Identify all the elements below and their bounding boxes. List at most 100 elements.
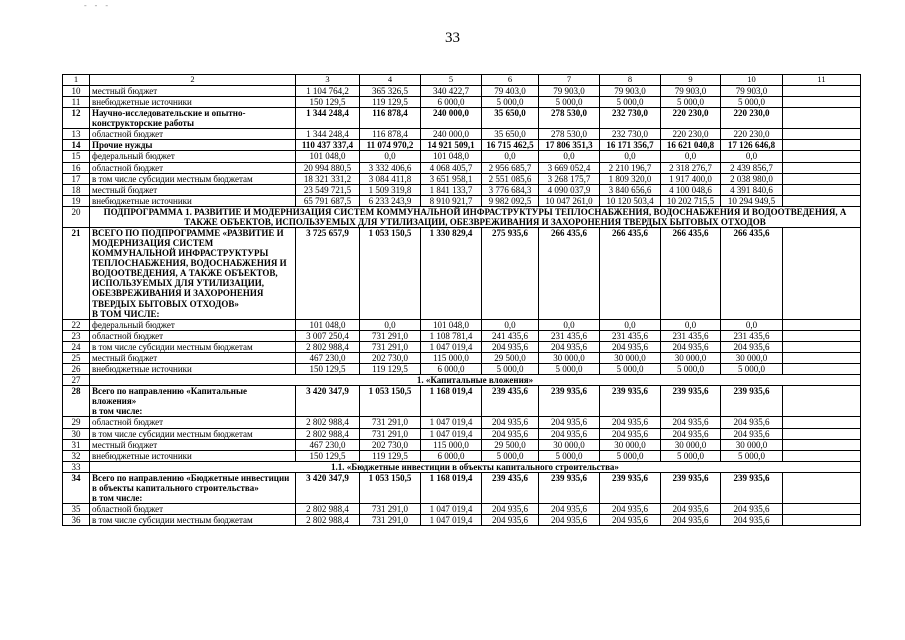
value-cell: 5 000,0 xyxy=(538,449,600,462)
value-cell: 239 435,6 xyxy=(481,385,539,418)
column-number-cell: 5 xyxy=(420,74,482,86)
section-title-cell: ПОДПРОГРАММА 1. РАЗВИТИЕ И МОДЕРНИЗАЦИЯ … xyxy=(89,205,861,229)
value-cell: 9 982 092,5 xyxy=(481,194,539,207)
value-cell: 204 935,6 xyxy=(720,427,783,440)
column-number-header: 1 2 3 4 5 6 7 8 9 10 11 xyxy=(62,74,861,86)
empty-cell xyxy=(782,161,861,174)
value-cell: 2 802 988,4 xyxy=(295,427,360,440)
value-cell: 1 047 019,4 xyxy=(420,503,482,516)
value-cell: 2 551 085,6 xyxy=(481,172,539,185)
empty-cell xyxy=(782,449,861,462)
value-cell: 0,0 xyxy=(538,318,600,331)
value-cell: 231 435,6 xyxy=(599,329,661,342)
value-cell: 79 903,0 xyxy=(720,84,783,98)
column-number-cell: 11 xyxy=(782,74,861,86)
value-cell: 3 840 656,6 xyxy=(599,183,661,196)
value-cell: 5 000,0 xyxy=(538,363,600,376)
value-cell: 18 321 331,2 xyxy=(295,172,360,185)
value-cell: 1 344 248,4 xyxy=(295,128,360,141)
value-cell: 204 935,6 xyxy=(660,514,721,527)
empty-cell xyxy=(782,150,861,163)
value-cell: 5 000,0 xyxy=(660,363,721,376)
value-cell: 731 291,0 xyxy=(359,416,421,429)
value-cell: 239 935,6 xyxy=(538,471,600,505)
value-cell: 731 291,0 xyxy=(359,503,421,516)
value-cell: 2 802 988,4 xyxy=(295,503,360,516)
value-cell: 150 129,5 xyxy=(295,449,360,462)
empty-cell xyxy=(782,139,861,152)
row-label-cell: в том числе субсидии местным бюджетам xyxy=(89,427,296,440)
value-cell: 6 000,0 xyxy=(420,96,482,109)
value-cell: 1 053 150,5 xyxy=(359,385,421,418)
column-number-cell: 8 xyxy=(599,74,661,86)
value-cell: 11 074 970,2 xyxy=(359,139,421,152)
value-cell: 239 935,6 xyxy=(599,471,661,505)
empty-cell xyxy=(782,351,861,365)
empty-cell xyxy=(782,84,861,98)
table-row: 17 в том числе субсидии местным бюджетам 1… xyxy=(62,172,861,185)
value-cell: 1 330 829,4 xyxy=(420,227,482,320)
value-cell: 101 048,0 xyxy=(420,150,482,163)
table-row: 13 областной бюджет 1 344 248,4 116 878,4 24… xyxy=(62,128,861,141)
row-label-cell: областной бюджет xyxy=(89,161,296,174)
value-cell: 10 120 503,4 xyxy=(599,194,661,207)
table-row: 34 Всего по направлению «Бюджетные инвест… xyxy=(62,471,861,505)
value-cell: 204 935,6 xyxy=(481,340,539,353)
row-number-cell: 13 xyxy=(62,128,90,141)
row-number-cell: 21 xyxy=(62,227,90,320)
value-cell: 30 000,0 xyxy=(720,351,783,365)
budget-table: 1 2 3 4 5 6 7 8 9 10 11 10 местный бюджет 1 104 764,… xyxy=(62,74,861,527)
row-number-cell: 19 xyxy=(62,194,90,207)
value-cell: 5 000,0 xyxy=(599,96,661,109)
value-cell: 3 725 657,9 xyxy=(295,227,360,320)
row-number-cell: 14 xyxy=(62,139,90,152)
row-number-cell: 35 xyxy=(62,503,90,516)
row-label-cell: местный бюджет xyxy=(89,183,296,196)
value-cell: 3 776 684,3 xyxy=(481,183,539,196)
value-cell: 2 802 988,4 xyxy=(295,416,360,429)
value-cell: 4 100 048,6 xyxy=(660,183,721,196)
empty-cell xyxy=(782,363,861,376)
value-cell: 8 910 921,7 xyxy=(420,194,482,207)
row-label-cell: областной бюджет xyxy=(89,128,296,141)
scan-artifact: - - - xyxy=(84,1,111,10)
value-cell: 0,0 xyxy=(660,150,721,163)
row-label-cell: внебюджетные источники xyxy=(89,449,296,462)
value-cell: 150 129,5 xyxy=(295,363,360,376)
row-number-cell: 23 xyxy=(62,329,90,342)
value-cell: 204 935,6 xyxy=(660,340,721,353)
value-cell: 1 053 150,5 xyxy=(359,471,421,505)
value-cell: 365 326,5 xyxy=(359,84,421,98)
value-cell: 731 291,0 xyxy=(359,329,421,342)
row-number-cell: 10 xyxy=(62,84,90,98)
value-cell: 119 129,5 xyxy=(359,96,421,109)
table-row: 26 внебюджетные источники 150 129,5 119 129… xyxy=(62,363,861,376)
value-cell: 204 935,6 xyxy=(660,427,721,440)
value-cell: 30 000,0 xyxy=(720,438,783,451)
value-cell: 0,0 xyxy=(660,318,721,331)
value-cell: 16 171 356,7 xyxy=(599,139,661,152)
row-label-cell: местный бюджет xyxy=(89,438,296,451)
row-number-cell: 24 xyxy=(62,340,90,353)
value-cell: 0,0 xyxy=(359,318,421,331)
value-cell: 3 420 347,9 xyxy=(295,471,360,505)
table-row: 10 местный бюджет 1 104 764,2 365 326,5 340 … xyxy=(62,84,861,98)
value-cell: 204 935,6 xyxy=(538,514,600,527)
value-cell: 35 650,0 xyxy=(481,128,539,141)
row-number-cell: 15 xyxy=(62,150,90,163)
value-cell: 30 000,0 xyxy=(599,351,661,365)
value-cell: 1 047 019,4 xyxy=(420,340,482,353)
value-cell: 10 047 261,0 xyxy=(538,194,600,207)
value-cell: 204 935,6 xyxy=(720,340,783,353)
value-cell: 1 108 781,4 xyxy=(420,329,482,342)
empty-cell xyxy=(782,503,861,516)
empty-cell xyxy=(782,227,861,320)
table-row: 29 областной бюджет 2 802 988,4 731 291,0 1 … xyxy=(62,416,861,429)
value-cell: 30 000,0 xyxy=(538,438,600,451)
table-row: 22 федеральный бюджет 101 048,0 0,0 101 048,… xyxy=(62,318,861,331)
value-cell: 2 802 988,4 xyxy=(295,340,360,353)
value-cell: 239 935,6 xyxy=(720,471,783,505)
row-number-cell: 12 xyxy=(62,107,90,130)
value-cell: 5 000,0 xyxy=(599,449,661,462)
